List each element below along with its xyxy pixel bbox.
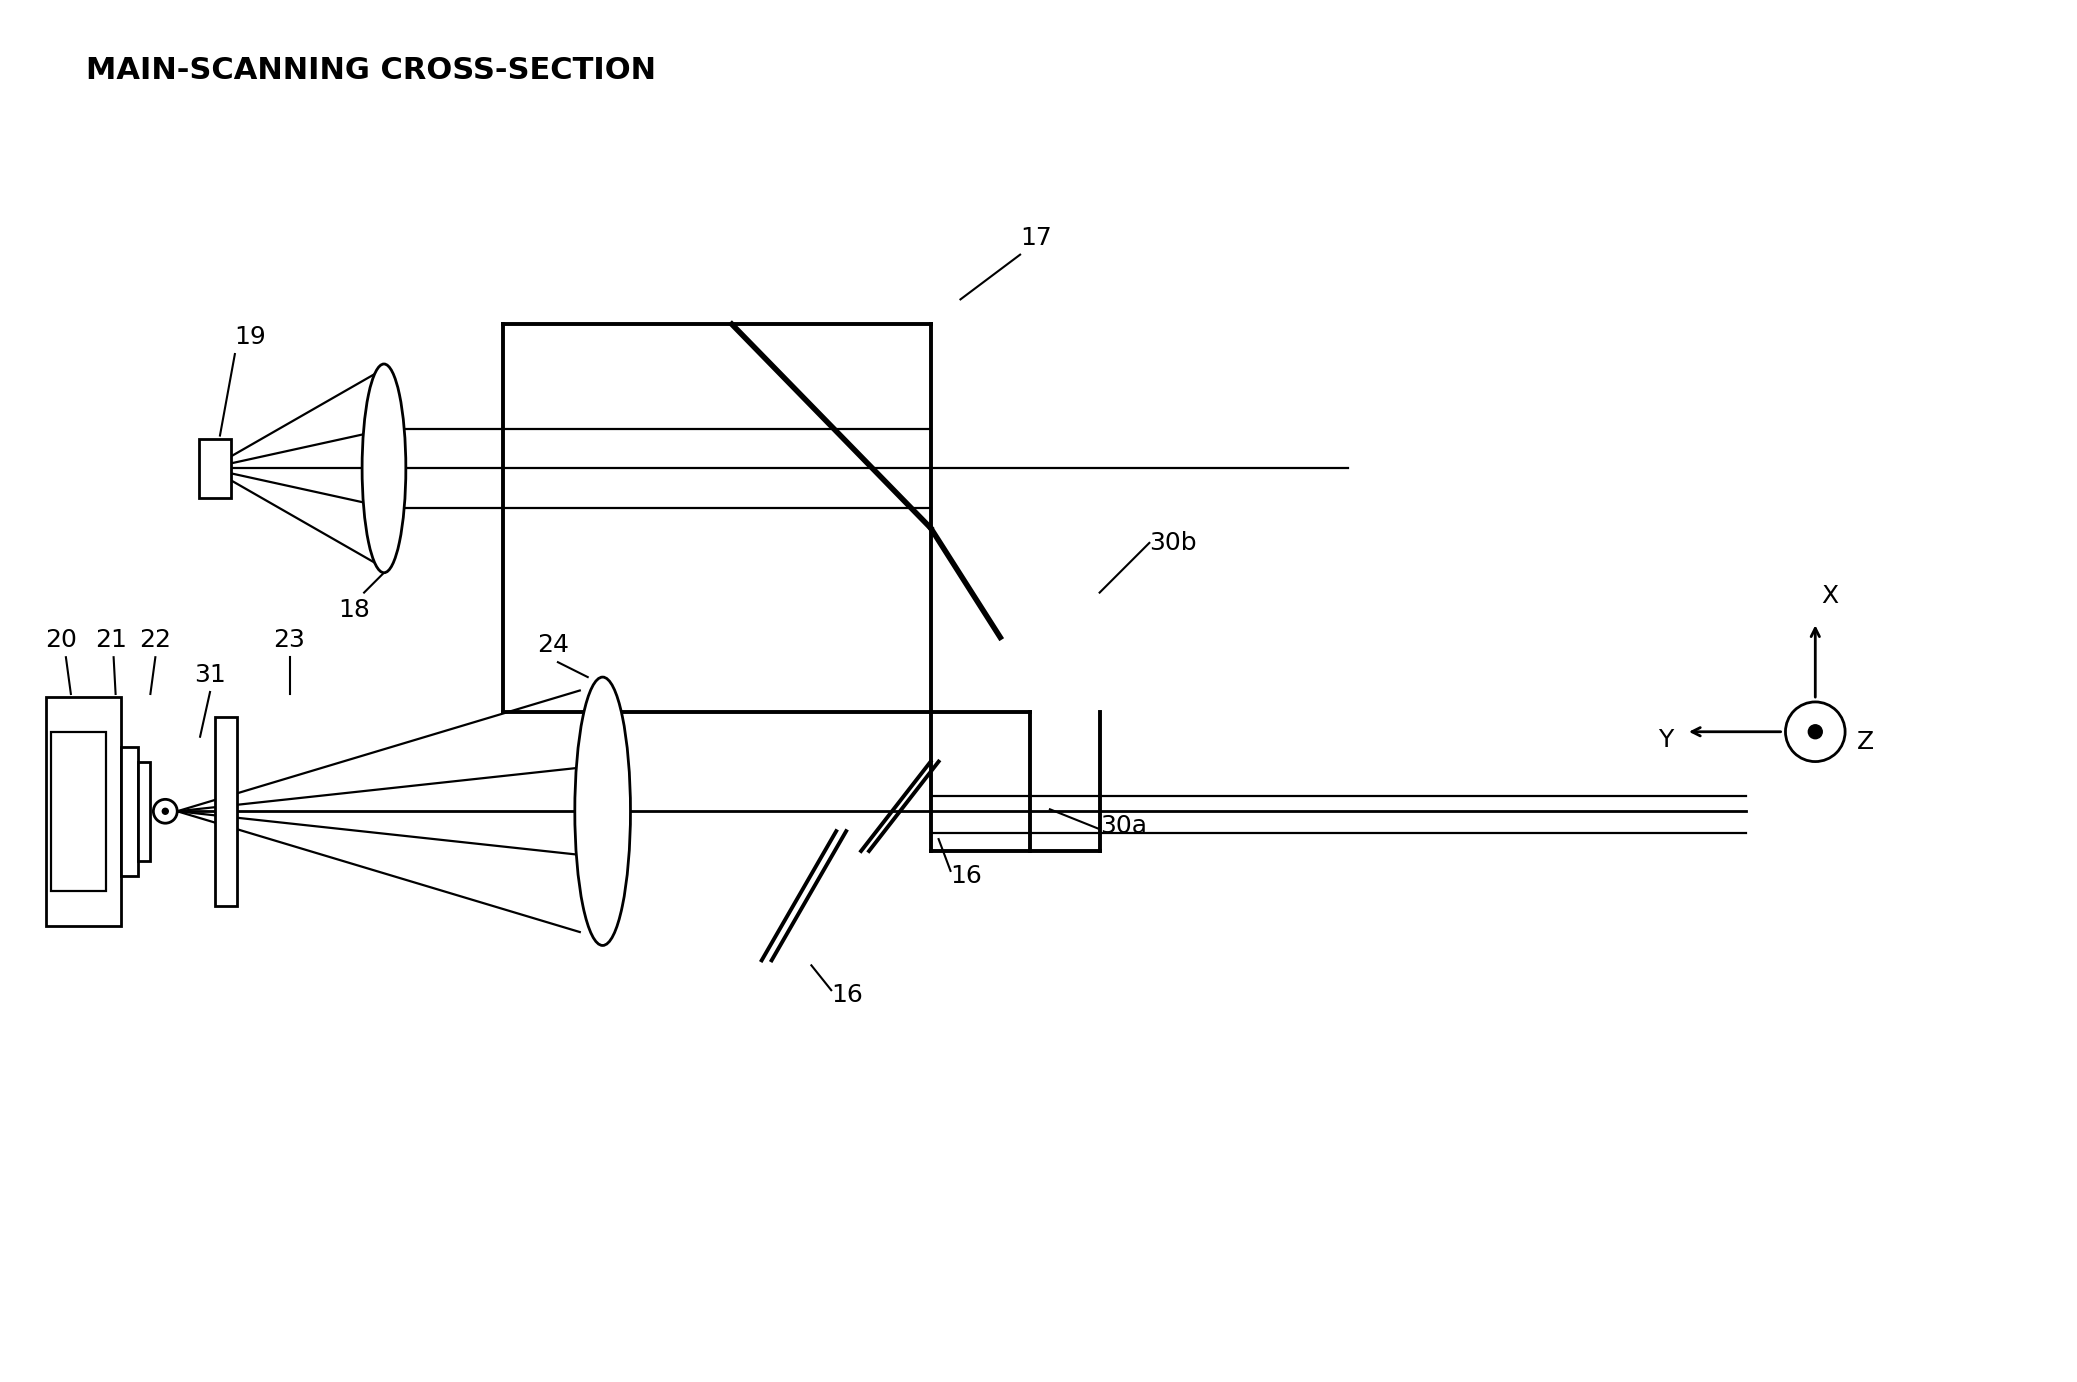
Text: 16: 16 [951,864,982,887]
Text: 21: 21 [96,629,127,652]
Ellipse shape [575,677,631,945]
Text: Z: Z [1857,730,1873,753]
Bar [52,731,106,891]
Text: 19: 19 [235,325,266,350]
Bar [199,438,231,498]
Ellipse shape [361,363,405,572]
Text: 24: 24 [538,633,569,658]
Circle shape [1809,724,1822,739]
Circle shape [154,799,177,824]
Text: 23: 23 [274,629,305,652]
Text: 17: 17 [1020,225,1051,250]
Text: Y: Y [1660,728,1674,752]
Text: 20: 20 [46,629,77,652]
Text: 16: 16 [831,983,864,1007]
Text: X: X [1822,583,1838,608]
Text: 30a: 30a [1099,814,1147,837]
Text: 22: 22 [139,629,172,652]
Bar [139,761,150,861]
Circle shape [162,808,168,814]
Text: 18: 18 [339,597,370,622]
Text: MAIN-SCANNING CROSS-SECTION: MAIN-SCANNING CROSS-SECTION [85,55,656,84]
Bar [120,746,139,876]
Text: 30b: 30b [1149,531,1196,556]
Circle shape [1786,702,1844,761]
Bar [46,697,120,926]
Bar [216,717,237,905]
Text: 31: 31 [193,663,226,687]
